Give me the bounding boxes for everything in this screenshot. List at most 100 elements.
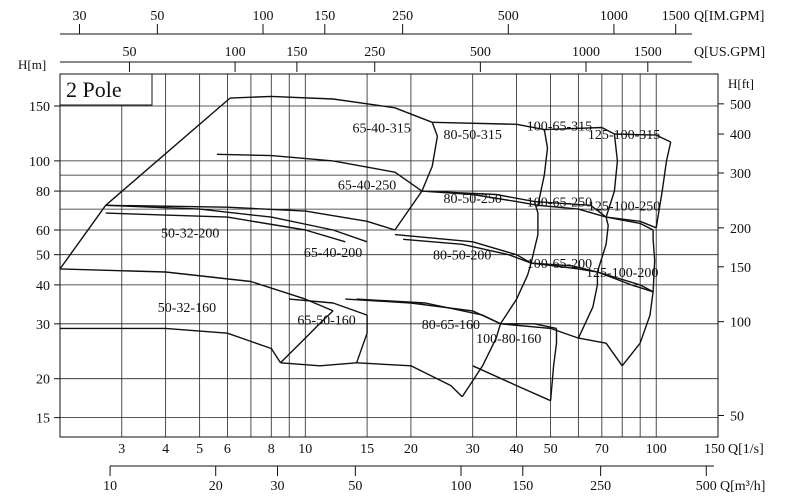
- series-label: 125-100-315: [588, 128, 660, 143]
- curve-65-50-160-top: [289, 298, 368, 316]
- imgpm-tick-label: 30: [73, 9, 87, 24]
- series-label: 50-32-160: [158, 301, 216, 316]
- usgpm-tick-label: 250: [364, 45, 385, 60]
- curve-80-50-315-right: [537, 129, 549, 206]
- curve-50-32-160-top: [59, 268, 334, 312]
- y-tick-label: 100: [29, 155, 50, 170]
- ft-tick-label: 300: [730, 167, 751, 182]
- chart-texts: 3 4 5 6 8 10 15 20 30 40 50 70 100 150 Q[1/s]152030405…: [18, 9, 765, 494]
- y-tick-label: 15: [36, 412, 50, 427]
- curve-100-65-200-right: [577, 272, 599, 339]
- curve-125-100-200-right: [621, 291, 654, 367]
- curve-100-80-160-right: [549, 328, 558, 401]
- imgpm-tick-label: 1500: [662, 9, 690, 24]
- ft-tick-label: 400: [730, 128, 751, 143]
- curve-50-32-200-top: [105, 204, 368, 243]
- y-tick-label: 150: [29, 100, 50, 115]
- imgpm-tick-label: 50: [150, 9, 164, 24]
- y-tick-label: 80: [36, 185, 50, 200]
- curve-80-50-250-bottom: [403, 238, 532, 264]
- series-label: 100-65-200: [527, 257, 592, 272]
- curve-100-65-250-right: [596, 216, 609, 273]
- usgpm-tick-label: 50: [122, 45, 136, 60]
- curve-125-100-250-bottom: [597, 271, 654, 293]
- plot-frame: [59, 73, 719, 438]
- curve-100-65-200-bottom: [500, 323, 579, 339]
- y-tick-label: 20: [36, 373, 50, 388]
- imgpm-tick-label: 500: [498, 9, 519, 24]
- imgpm-tick-label: 250: [392, 9, 413, 24]
- usgpm-tick-label: 1000: [572, 45, 600, 60]
- series-label: 80-50-250: [444, 192, 502, 207]
- m3h-tick-label: 500: [696, 479, 717, 494]
- m3h-tick-label: 250: [590, 479, 611, 494]
- usgpm-tick-label: 500: [470, 45, 491, 60]
- imgpm-tick-label: 100: [252, 9, 273, 24]
- curve-65-40-315-top: [229, 95, 433, 123]
- curve-100-80-160-top: [500, 323, 557, 330]
- ft-axis-label: H[ft]: [728, 76, 754, 91]
- x-tick-label: 5: [196, 442, 203, 457]
- series-label: 50-32-200: [161, 226, 219, 241]
- curve-80-50-200-top: [394, 233, 532, 264]
- curve-50-32-160-bottom: [60, 327, 282, 364]
- curve-125-100-315-top: [614, 133, 672, 143]
- ft-tick-label: 500: [730, 98, 751, 113]
- curve-80-65-160-bottom: [356, 362, 463, 398]
- curve-80-50-250-top: [421, 190, 535, 203]
- x-tick-label: 20: [404, 442, 418, 457]
- x-tick-label: 6: [224, 442, 231, 457]
- ft-tick-label: 100: [730, 316, 751, 331]
- series-label: 65-40-250: [338, 178, 396, 193]
- ft-tick-label: 200: [730, 222, 751, 237]
- m3h-tick-label: 30: [270, 479, 284, 494]
- x-axis-label: Q[1/s]: [728, 442, 764, 457]
- usgpm-tick-label: 150: [286, 45, 307, 60]
- curve-80-50-315-top: [432, 121, 545, 131]
- curve-65-40-200-top: [105, 212, 346, 243]
- curve-65-40-315-bottom: [105, 204, 396, 231]
- pump-curves: [59, 95, 672, 402]
- series-label: 100-65-315: [527, 119, 592, 134]
- usgpm-axis-label: Q[US.GPM]: [694, 45, 765, 60]
- curve-100-80-160-bottom: [472, 365, 551, 402]
- x-tick-label: 10: [298, 442, 312, 457]
- x-tick-label: 30: [466, 442, 480, 457]
- curve-80-50-250-right: [530, 201, 539, 264]
- series-label: 100-65-250: [527, 196, 592, 211]
- curve-100-65-250-top: [534, 200, 607, 218]
- m3h-tick-label: 100: [450, 479, 471, 494]
- y-tick-label: 40: [36, 279, 50, 294]
- x-tick-label: 40: [510, 442, 524, 457]
- x-tick-label: 70: [595, 442, 609, 457]
- curve-65-40-315-left: [105, 97, 231, 206]
- series-label: 65-50-160: [297, 313, 355, 328]
- imgpm-tick-label: 150: [314, 9, 335, 24]
- curve-125-100-200-bottom: [578, 337, 623, 367]
- pole-label-box: [59, 73, 153, 106]
- pole-label: 2 Pole: [66, 77, 122, 102]
- usgpm-tick-label: 100: [225, 45, 246, 60]
- curve-80-65-160-top: [356, 298, 501, 325]
- m3h-tick-label: 50: [348, 479, 362, 494]
- y-tick-label: 60: [36, 224, 50, 239]
- curve-65-40-250-top: [216, 153, 423, 192]
- series-label: 80-50-315: [444, 128, 502, 143]
- m3h-tick-label: 20: [209, 479, 223, 494]
- curve-125-100-200-top: [597, 271, 654, 293]
- series-label: 80-65-160: [422, 318, 480, 333]
- x-tick-label: 150: [704, 442, 725, 457]
- y-tick-label: 50: [36, 249, 50, 264]
- m3h-axis-label: Q[m³/h]: [720, 479, 765, 494]
- series-label: 100-80-160: [476, 332, 541, 347]
- curve-80-50-200-right: [499, 262, 532, 325]
- curve-100-65-315-bottom: [537, 204, 607, 218]
- curve-65-50-160-bottom: [280, 362, 357, 367]
- curve-50-32-160-right: [280, 310, 334, 364]
- ft-tick-label: 50: [730, 409, 744, 424]
- ft-tick-label: 150: [730, 261, 751, 276]
- x-tick-label: 15: [360, 442, 374, 457]
- curve-65-50-160-right: [355, 315, 368, 364]
- y-axis-label: H[m]: [18, 57, 46, 72]
